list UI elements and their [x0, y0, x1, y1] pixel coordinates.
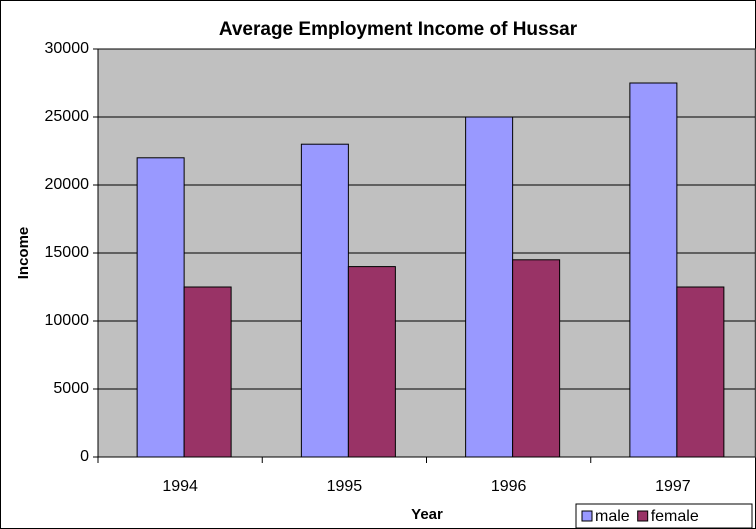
legend-label: female: [651, 508, 699, 525]
x-tick-label: 1996: [491, 478, 527, 495]
y-tick-label: 15000: [45, 244, 90, 261]
legend-swatch: [581, 510, 593, 522]
bar: [676, 286, 725, 458]
bar: [347, 266, 396, 458]
x-tick-label: 1997: [655, 478, 691, 495]
bar: [136, 157, 185, 458]
x-tick-label: 1994: [162, 478, 198, 495]
x-axis-label: Year: [411, 506, 443, 523]
legend-box: [575, 503, 753, 529]
y-tick-label: 20000: [45, 176, 90, 193]
chart-title: Average Employment Income of Hussar: [219, 19, 578, 40]
y-axis-label: Income: [15, 227, 32, 280]
y-tick-label: 10000: [45, 312, 90, 329]
bar: [512, 259, 561, 458]
bar: [300, 143, 349, 458]
legend-swatch: [637, 510, 649, 522]
y-tick-label: 0: [80, 448, 89, 465]
legend-label: male: [595, 508, 630, 525]
x-tick-label: 1995: [327, 478, 363, 495]
bar: [183, 286, 232, 458]
y-tick-label: 25000: [45, 108, 90, 125]
bar: [465, 116, 514, 458]
y-tick-label: 5000: [53, 380, 89, 397]
bar: [629, 82, 678, 458]
y-tick-label: 30000: [45, 40, 90, 57]
